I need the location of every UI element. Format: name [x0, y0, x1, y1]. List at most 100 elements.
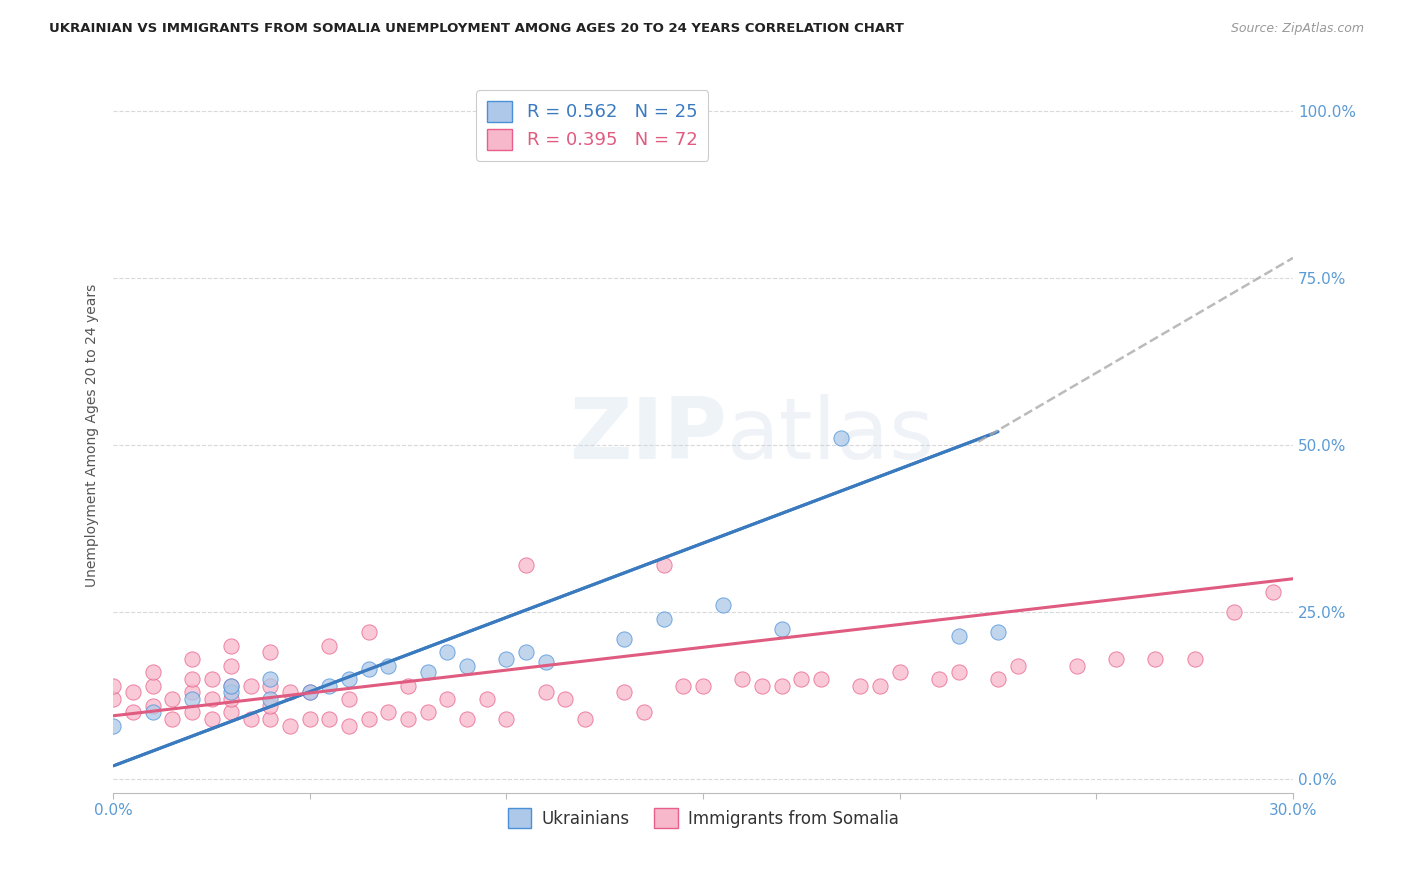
- Point: [495, 652, 517, 666]
- Point: [770, 622, 793, 636]
- Point: [633, 706, 655, 720]
- Point: [357, 625, 380, 640]
- Point: [121, 685, 143, 699]
- Point: [318, 679, 340, 693]
- Point: [200, 692, 222, 706]
- Point: [103, 719, 125, 733]
- Text: UKRAINIAN VS IMMIGRANTS FROM SOMALIA UNEMPLOYMENT AMONG AGES 20 TO 24 YEARS CORR: UKRAINIAN VS IMMIGRANTS FROM SOMALIA UNE…: [49, 22, 904, 36]
- Point: [928, 672, 950, 686]
- Point: [534, 685, 557, 699]
- Point: [987, 625, 1010, 640]
- Legend: Ukrainians, Immigrants from Somalia: Ukrainians, Immigrants from Somalia: [501, 802, 905, 834]
- Point: [103, 679, 125, 693]
- Point: [180, 706, 202, 720]
- Point: [652, 612, 675, 626]
- Point: [396, 679, 419, 693]
- Point: [770, 679, 793, 693]
- Point: [889, 665, 911, 680]
- Point: [357, 712, 380, 726]
- Point: [318, 712, 340, 726]
- Point: [711, 599, 734, 613]
- Point: [456, 712, 478, 726]
- Point: [751, 679, 773, 693]
- Point: [948, 665, 970, 680]
- Point: [298, 685, 321, 699]
- Point: [436, 645, 458, 659]
- Point: [731, 672, 754, 686]
- Point: [692, 679, 714, 693]
- Text: ZIP: ZIP: [569, 393, 727, 476]
- Text: atlas: atlas: [727, 393, 935, 476]
- Point: [1144, 652, 1167, 666]
- Point: [987, 672, 1010, 686]
- Point: [278, 719, 301, 733]
- Point: [219, 658, 242, 673]
- Point: [1223, 605, 1246, 619]
- Point: [200, 672, 222, 686]
- Point: [180, 692, 202, 706]
- Point: [790, 672, 813, 686]
- Point: [141, 706, 163, 720]
- Point: [652, 558, 675, 573]
- Point: [259, 672, 281, 686]
- Point: [377, 658, 399, 673]
- Point: [869, 679, 891, 693]
- Point: [456, 658, 478, 673]
- Point: [416, 706, 439, 720]
- Point: [200, 712, 222, 726]
- Point: [1066, 658, 1088, 673]
- Point: [259, 712, 281, 726]
- Point: [278, 685, 301, 699]
- Point: [239, 712, 262, 726]
- Point: [357, 662, 380, 676]
- Point: [219, 685, 242, 699]
- Point: [121, 706, 143, 720]
- Point: [810, 672, 832, 686]
- Point: [495, 712, 517, 726]
- Point: [239, 679, 262, 693]
- Point: [1007, 658, 1029, 673]
- Point: [849, 679, 872, 693]
- Point: [515, 645, 537, 659]
- Point: [613, 632, 636, 646]
- Point: [672, 679, 695, 693]
- Point: [475, 692, 498, 706]
- Point: [141, 679, 163, 693]
- Point: [219, 679, 242, 693]
- Point: [830, 431, 852, 445]
- Point: [318, 639, 340, 653]
- Point: [141, 665, 163, 680]
- Point: [180, 685, 202, 699]
- Point: [160, 692, 183, 706]
- Point: [396, 712, 419, 726]
- Point: [219, 706, 242, 720]
- Point: [259, 679, 281, 693]
- Point: [180, 672, 202, 686]
- Point: [219, 639, 242, 653]
- Point: [298, 685, 321, 699]
- Point: [1184, 652, 1206, 666]
- Point: [1105, 652, 1128, 666]
- Point: [416, 665, 439, 680]
- Point: [259, 698, 281, 713]
- Point: [298, 712, 321, 726]
- Point: [141, 698, 163, 713]
- Point: [103, 692, 125, 706]
- Point: [574, 712, 596, 726]
- Point: [219, 679, 242, 693]
- Point: [259, 645, 281, 659]
- Point: [337, 692, 360, 706]
- Point: [948, 629, 970, 643]
- Point: [219, 692, 242, 706]
- Point: [377, 706, 399, 720]
- Point: [160, 712, 183, 726]
- Point: [259, 692, 281, 706]
- Point: [180, 652, 202, 666]
- Point: [436, 692, 458, 706]
- Point: [337, 719, 360, 733]
- Y-axis label: Unemployment Among Ages 20 to 24 years: Unemployment Among Ages 20 to 24 years: [86, 284, 100, 587]
- Point: [554, 692, 576, 706]
- Text: Source: ZipAtlas.com: Source: ZipAtlas.com: [1230, 22, 1364, 36]
- Point: [613, 685, 636, 699]
- Point: [534, 656, 557, 670]
